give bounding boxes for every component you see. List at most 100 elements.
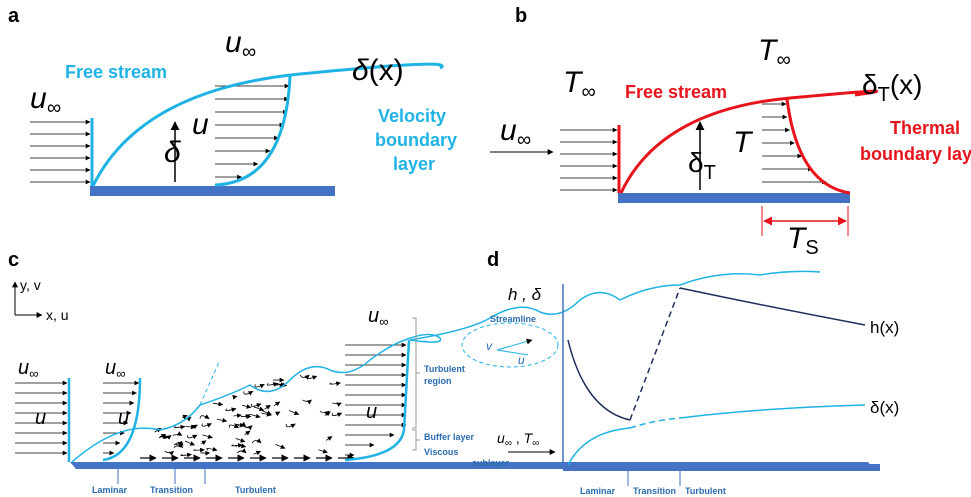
argument: (x) xyxy=(890,69,923,100)
curve-label: h(x) xyxy=(870,318,899,337)
streamline xyxy=(405,271,820,342)
local-velocity: u xyxy=(118,407,129,429)
axis-label: x, u xyxy=(46,307,69,323)
eddy xyxy=(330,383,341,384)
eddy xyxy=(194,450,205,451)
subscript: ∞ xyxy=(47,97,61,119)
eddy xyxy=(174,446,183,448)
eddy xyxy=(302,400,311,402)
outer-temperature: T∞ xyxy=(758,34,791,71)
regime-label: Turbulent xyxy=(685,486,726,496)
subscript: ∞ xyxy=(242,41,256,63)
symbol: u xyxy=(30,82,47,115)
eddy xyxy=(252,440,261,443)
argument: (x) xyxy=(369,54,404,87)
flow-arrow xyxy=(185,441,195,445)
subscript: ∞ xyxy=(517,129,531,151)
delta-curve-transition xyxy=(630,418,680,428)
symbol: δ xyxy=(688,147,704,178)
plate xyxy=(90,186,335,196)
region-label: region xyxy=(424,376,452,386)
eddy xyxy=(286,424,295,427)
symbol: u xyxy=(368,305,379,327)
local-velocity: u xyxy=(35,407,46,429)
region-label: Buffer layer xyxy=(424,432,475,442)
thickness-label: δ(x) xyxy=(352,54,404,87)
free-stream-label: Free stream xyxy=(65,62,167,82)
streamline xyxy=(72,340,405,462)
local-temperature: T xyxy=(733,126,754,159)
outer-velocity: u∞ xyxy=(225,26,256,63)
subscript: ∞ xyxy=(379,314,388,329)
subscript: ∞ xyxy=(116,366,125,381)
bracket xyxy=(412,318,420,428)
flow-arrow xyxy=(326,436,332,440)
regime-label: Laminar xyxy=(580,486,616,496)
region-label: sublayer xyxy=(472,458,510,468)
local-velocity: u xyxy=(192,108,209,141)
h-curve xyxy=(680,288,865,325)
symbol: u xyxy=(497,430,505,446)
outer-velocity: u∞ xyxy=(18,357,38,381)
outer-velocity: u∞ xyxy=(368,305,388,329)
delta-label: δT xyxy=(688,147,716,184)
symbol: δ xyxy=(862,69,878,100)
flow-arrow xyxy=(203,435,213,438)
flow-arrow xyxy=(183,415,187,417)
local-velocity: u xyxy=(366,401,377,423)
eddy xyxy=(200,416,209,419)
thickness-label: δT(x) xyxy=(862,69,922,106)
layer-name: Velocity xyxy=(378,106,446,126)
flow-arrow xyxy=(217,419,227,421)
approach-velocity: u∞ xyxy=(500,114,531,151)
regime-label: Transition xyxy=(633,486,676,496)
plate xyxy=(563,464,880,471)
axis-label: h , δ xyxy=(508,285,542,304)
eddy xyxy=(251,404,261,406)
eddy xyxy=(307,376,317,378)
eddy xyxy=(165,451,174,452)
streamline-label: Streamline xyxy=(490,314,536,324)
eddy xyxy=(237,451,246,453)
eddy xyxy=(173,435,182,436)
flow-arrow xyxy=(275,444,285,448)
eddy xyxy=(188,435,197,438)
flow-arrow xyxy=(250,414,260,417)
velocity-profile xyxy=(215,76,290,185)
inset-label: u xyxy=(518,353,525,367)
surface-temperature: TS xyxy=(787,222,819,259)
flow-arrow xyxy=(242,405,251,407)
delta-curve xyxy=(680,405,865,418)
inset-label: v xyxy=(486,339,493,353)
plate xyxy=(618,193,850,203)
eddy xyxy=(255,384,264,387)
panel-label: c xyxy=(8,249,19,271)
inlet-velocity: u∞ xyxy=(30,82,61,119)
flow-arrow xyxy=(265,405,271,409)
flow-arrow xyxy=(213,403,223,404)
subscript: S xyxy=(805,237,818,259)
temperature-profile xyxy=(787,99,850,193)
subscript: T xyxy=(878,84,890,106)
subscript: ∞ xyxy=(505,438,512,449)
delta-label: δ xyxy=(164,136,181,169)
inlet-label: u∞ , T∞ xyxy=(497,430,539,449)
flow-arrow xyxy=(274,402,280,406)
subscript: ∞ xyxy=(29,366,38,381)
layer-name: layer xyxy=(393,154,435,174)
flow-arrow xyxy=(254,451,261,454)
delta-curve xyxy=(568,428,630,465)
panel-label: b xyxy=(515,5,527,27)
inset xyxy=(462,323,558,367)
inset-arrow xyxy=(497,340,532,350)
subscript: ∞ xyxy=(532,438,539,449)
flow-arrow xyxy=(319,450,328,453)
symbol: u xyxy=(105,357,116,379)
panel-label: a xyxy=(8,5,20,27)
flow-arrow xyxy=(245,431,250,435)
regime-label: Turbulent xyxy=(235,485,276,495)
bracket xyxy=(412,430,420,450)
velocity-profile xyxy=(345,340,409,460)
eddy xyxy=(226,409,236,411)
h-curve xyxy=(568,340,630,420)
